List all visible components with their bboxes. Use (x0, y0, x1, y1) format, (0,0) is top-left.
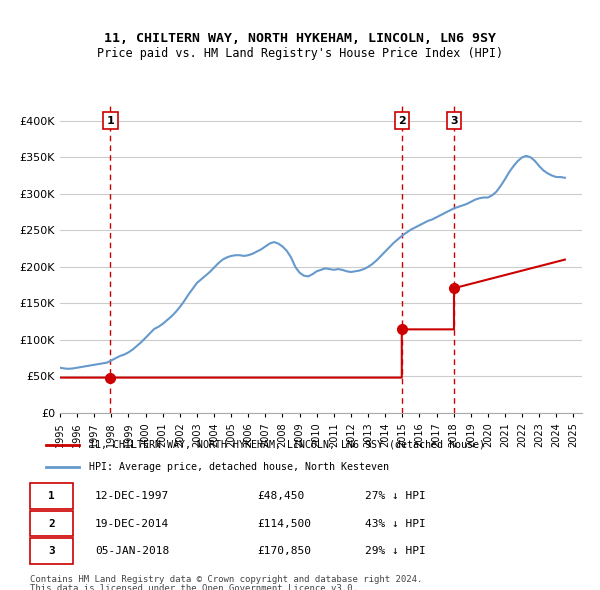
Text: This data is licensed under the Open Government Licence v3.0.: This data is licensed under the Open Gov… (30, 584, 358, 590)
Text: HPI: Average price, detached house, North Kesteven: HPI: Average price, detached house, Nort… (89, 462, 389, 472)
Text: Price paid vs. HM Land Registry's House Price Index (HPI): Price paid vs. HM Land Registry's House … (97, 47, 503, 60)
Text: 2: 2 (48, 519, 55, 529)
FancyBboxPatch shape (30, 538, 73, 564)
Text: 1: 1 (48, 491, 55, 502)
Text: 11, CHILTERN WAY, NORTH HYKEHAM, LINCOLN, LN6 9SY (detached house): 11, CHILTERN WAY, NORTH HYKEHAM, LINCOLN… (89, 440, 485, 450)
FancyBboxPatch shape (30, 483, 73, 509)
Text: Contains HM Land Registry data © Crown copyright and database right 2024.: Contains HM Land Registry data © Crown c… (30, 575, 422, 584)
Text: £170,850: £170,850 (257, 546, 311, 556)
Text: 3: 3 (450, 116, 458, 126)
Text: 12-DEC-1997: 12-DEC-1997 (95, 491, 169, 502)
Text: 1: 1 (107, 116, 115, 126)
Text: 11, CHILTERN WAY, NORTH HYKEHAM, LINCOLN, LN6 9SY: 11, CHILTERN WAY, NORTH HYKEHAM, LINCOLN… (104, 32, 496, 45)
Text: 19-DEC-2014: 19-DEC-2014 (95, 519, 169, 529)
Text: 29% ↓ HPI: 29% ↓ HPI (365, 546, 425, 556)
FancyBboxPatch shape (30, 511, 73, 536)
Text: £114,500: £114,500 (257, 519, 311, 529)
Text: 05-JAN-2018: 05-JAN-2018 (95, 546, 169, 556)
Text: 3: 3 (48, 546, 55, 556)
Text: 43% ↓ HPI: 43% ↓ HPI (365, 519, 425, 529)
Text: 27% ↓ HPI: 27% ↓ HPI (365, 491, 425, 502)
Text: £48,450: £48,450 (257, 491, 304, 502)
Text: 2: 2 (398, 116, 406, 126)
